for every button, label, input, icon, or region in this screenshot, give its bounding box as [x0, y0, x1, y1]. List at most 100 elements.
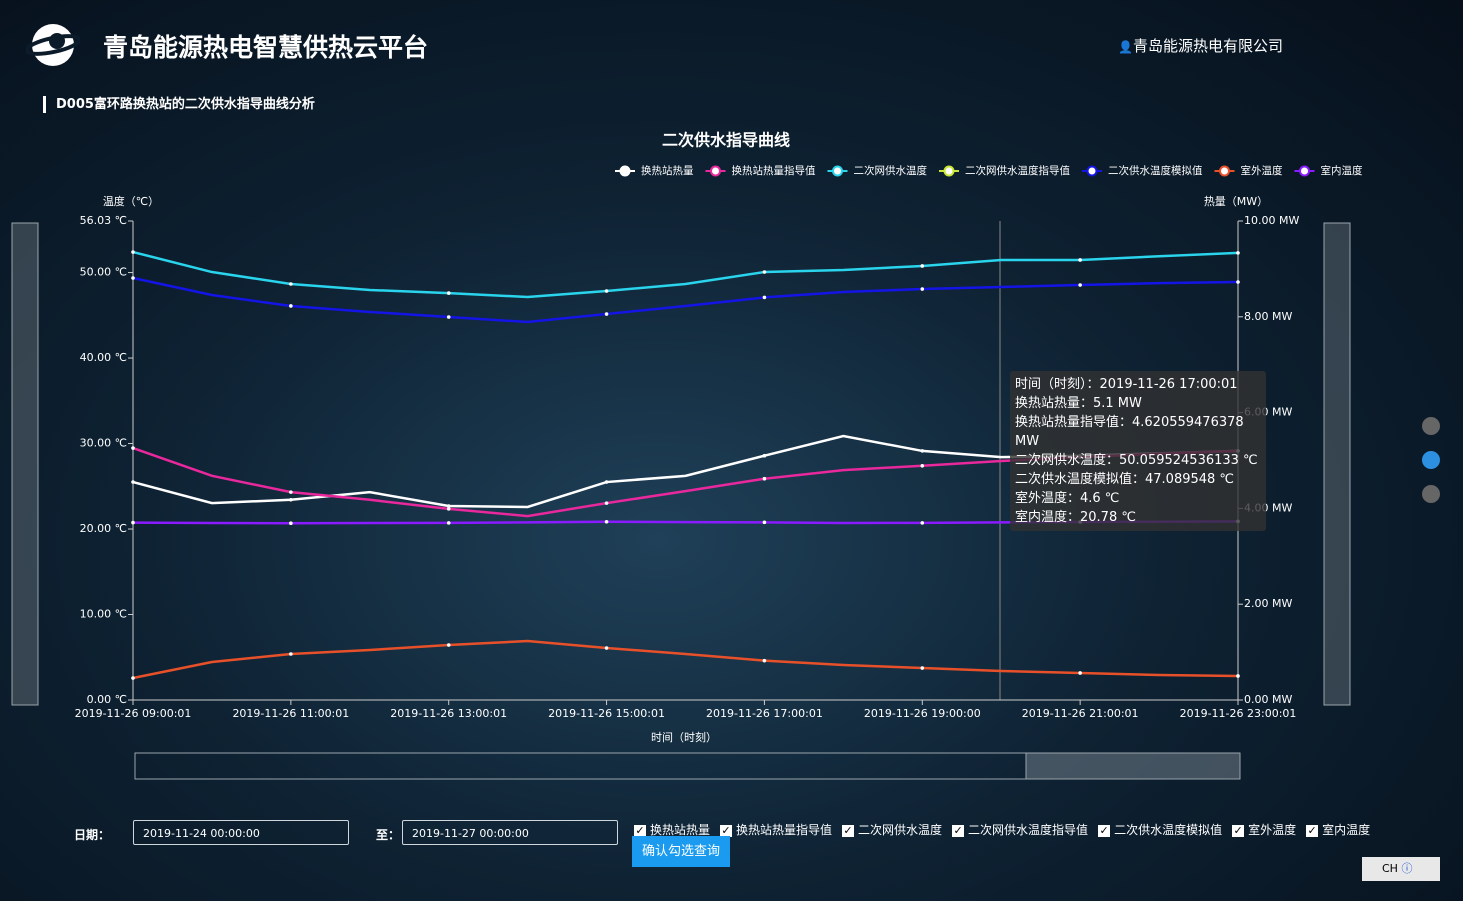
y-tick-label: 30.00 ℃: [80, 437, 127, 450]
user-text[interactable]: 青岛能源热电有限公司: [1132, 37, 1283, 55]
x-axis-title: 时间（时刻）: [651, 730, 717, 744]
data-point: [131, 276, 135, 280]
y-zoom-left[interactable]: [11, 222, 39, 706]
tooltip-line: 时间（时刻）：2019-11-26 17:00:01: [1015, 377, 1238, 392]
y2-tick-label: 0.00 MW: [1244, 693, 1292, 706]
data-point: [131, 446, 135, 450]
checkbox[interactable]: ✓: [634, 823, 646, 837]
tooltip-line: 室外温度：4.6 ℃: [1015, 491, 1120, 506]
checkbox-label[interactable]: 换热站热量: [650, 823, 711, 837]
tooltip: 时间（时刻）：2019-11-26 17:00:01 换热站热量：5.1 MW 换热…: [1010, 371, 1266, 531]
legend-item[interactable]: 室外温度: [1214, 164, 1283, 177]
series-checkbox[interactable]: ✓ 换热站热量: [634, 823, 710, 837]
logo: [26, 24, 80, 66]
legend-swatch: [1219, 165, 1230, 177]
x-tick-label: 2019-11-26 13:00:01: [390, 707, 507, 720]
data-point: [762, 295, 767, 300]
data-point: [446, 504, 451, 508]
app-title: 青岛能源热电智慧供热云平台: [103, 33, 429, 62]
data-point: [446, 521, 451, 525]
data-point: [289, 521, 293, 526]
series-line: [132, 276, 1239, 324]
query-button[interactable]: 确认勾选查询: [632, 836, 730, 867]
legend-label: 换热站热量: [641, 164, 694, 177]
series-checkbox[interactable]: ✓ 二次网供水温度指导值: [952, 823, 1088, 837]
data-point: [289, 304, 293, 308]
x-zoom-handle[interactable]: [1025, 752, 1241, 780]
data-point: [1236, 251, 1240, 255]
series-checkbox[interactable]: ✓ 二次网供水温度: [842, 823, 942, 837]
data-point: [762, 658, 767, 663]
legend-item[interactable]: 室内温度: [1294, 164, 1363, 177]
x-tick-label: 2019-11-26 09:00:01: [75, 707, 192, 720]
end-date-input[interactable]: 2019-11-27 00:00:00: [402, 820, 618, 845]
legend-swatch: [619, 165, 631, 177]
page-dot[interactable]: [1422, 417, 1440, 435]
checkbox-label[interactable]: 室外温度: [1248, 823, 1297, 837]
x-tick-label: 2019-11-26 21:00:01: [1022, 707, 1139, 720]
checkbox[interactable]: ✓: [720, 823, 733, 837]
legend-item[interactable]: 换热站热量指导值: [705, 164, 816, 177]
tooltip-line: 室内温度：20.78 ℃: [1015, 510, 1136, 525]
tooltip-line: 二次网供水温度：50.059524536133 ℃: [1015, 453, 1258, 468]
data-point: [920, 521, 925, 525]
to-label: 至：: [376, 828, 401, 842]
data-point: [762, 476, 767, 481]
legend-item[interactable]: 二次网供水温度指导值: [939, 164, 1070, 177]
user-name[interactable]: 👤青岛能源热电有限公司: [1118, 37, 1283, 55]
data-point: [1236, 280, 1240, 284]
data-point: [446, 643, 451, 647]
data-point: [131, 520, 135, 525]
data-point: [131, 480, 135, 484]
y-tick-label: 0.00 ℃: [87, 693, 127, 706]
checkbox[interactable]: ✓: [1232, 823, 1245, 837]
y-tick-label: 50.00 ℃: [80, 266, 127, 279]
checkbox[interactable]: ✓: [1306, 823, 1319, 837]
data-point: [604, 501, 609, 505]
series-checkbox[interactable]: ✓ 二次供水温度模拟值: [1098, 823, 1222, 837]
data-point: [762, 270, 767, 274]
checkbox-label[interactable]: 二次网供水温度指导值: [968, 823, 1089, 837]
tooltip-line: 二次供水温度模拟值：47.089548 ℃: [1015, 472, 1235, 487]
ime-indicator[interactable]: CH ⓘ: [1362, 857, 1440, 881]
series-checkbox[interactable]: ✓ 换热站热量指导值: [720, 823, 832, 837]
checkbox[interactable]: ✓: [1098, 823, 1111, 837]
checkbox-label[interactable]: 二次供水温度模拟值: [1114, 823, 1223, 837]
series-line: [132, 250, 1239, 299]
page-dot[interactable]: [1422, 485, 1440, 503]
y-tick-label: 56.03 ℃: [80, 214, 127, 227]
y2-tick-label: 8.00 MW: [1244, 310, 1292, 323]
ime-text[interactable]: CH: [1382, 862, 1398, 875]
y-tick-label: 40.00 ℃: [80, 351, 127, 364]
legend-swatch: [710, 165, 721, 177]
checkbox[interactable]: ✓: [842, 823, 855, 837]
y-tick-label: 10.00 ℃: [80, 608, 127, 621]
series-checkbox[interactable]: ✓ 室内温度: [1306, 823, 1370, 837]
legend-label: 换热站热量指导值: [732, 164, 816, 177]
data-point: [446, 315, 451, 319]
checkbox-label[interactable]: 换热站热量指导值: [736, 823, 833, 837]
tooltip-line: 换热站热量：5.1 MW: [1015, 396, 1142, 411]
legend-item[interactable]: 二次供水温度模拟值: [1082, 164, 1203, 177]
checkbox[interactable]: ✓: [952, 823, 965, 837]
data-point: [604, 480, 609, 484]
section-title: D005富环路换热站的二次供水指导曲线分析: [43, 96, 315, 113]
data-point: [920, 287, 925, 291]
legend-swatch: [1299, 165, 1310, 177]
checkbox-label[interactable]: 二次网供水温度: [858, 823, 943, 837]
legend-item[interactable]: 二次网供水温度: [827, 164, 928, 177]
x-tick-label: 2019-11-26 17:00:01: [706, 707, 823, 720]
legend-label: 二次网供水温度: [854, 164, 928, 177]
page-dot[interactable]: [1422, 451, 1440, 469]
data-point: [920, 449, 925, 453]
start-date-input[interactable]: 2019-11-24 00:00:00: [133, 820, 349, 845]
data-point: [920, 264, 925, 268]
data-point: [289, 282, 293, 286]
checkbox-label[interactable]: 室内温度: [1322, 823, 1371, 837]
y-zoom-right[interactable]: [1323, 222, 1351, 706]
legend-item[interactable]: 换热站热量: [615, 164, 694, 177]
series-line: [132, 639, 1239, 680]
series-checkbox[interactable]: ✓ 室外温度: [1232, 823, 1296, 837]
legend-swatch: [1086, 165, 1098, 177]
